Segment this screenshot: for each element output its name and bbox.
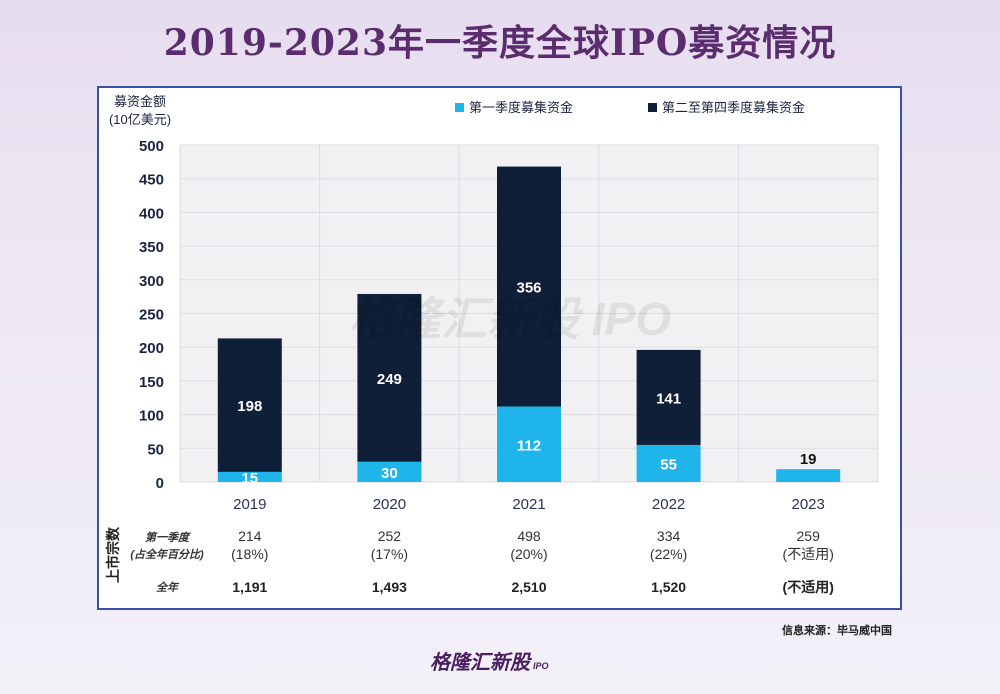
data-label: 249 [377,371,402,388]
y-tick-label: 400 [139,205,164,222]
y-tick-label: 200 [139,340,164,357]
bar-q2-q4 [636,349,701,445]
x-tick-label: 2019 [233,496,266,513]
row-label: (占全年百分比) [130,548,204,561]
bar-q2-q4 [217,338,282,472]
y-tick-label: 250 [139,307,164,324]
bar-q2-q4 [497,166,561,407]
bar-q1 [357,461,422,482]
table-side-label: 上市宗数 [105,526,121,583]
data-label: 19 [800,451,817,468]
y-axis-label: (10亿美元) [109,112,171,127]
data-label: 30 [381,465,398,482]
data-label: 356 [516,280,541,297]
q1-count: 252 [378,528,402,544]
logo: 格隆汇新股 IPO [430,646,549,675]
data-label: 141 [656,390,681,407]
data-label: 112 [517,437,541,454]
x-tick-label: 2023 [792,496,825,513]
q1-percent: (18%) [231,546,268,562]
bar-q1 [636,444,701,482]
data-label: 198 [237,398,262,415]
bar-q1 [497,406,561,482]
full-year-count: 1,493 [372,579,407,595]
data-label: 15 [241,470,258,487]
q1-count: 214 [238,528,262,544]
q1-count: 334 [657,528,681,544]
page-title: 2019-2023年一季度全球IPO募资情况 [163,22,837,64]
source-note: 信息来源：毕马威中国 [782,624,892,637]
y-tick-label: 500 [139,138,164,155]
logo-text: 格隆汇新股 [430,652,530,674]
legend-label: 第二至第四季度募集资金 [662,100,805,115]
y-tick-label: 0 [156,475,164,492]
y-tick-label: 350 [139,239,164,256]
x-tick-label: 2022 [652,496,685,513]
bar-q2-q4 [357,293,422,462]
q1-count: 498 [517,528,541,544]
y-tick-label: 100 [139,408,164,425]
row-label: 全年 [156,581,180,594]
q1-count: 259 [797,528,821,544]
y-tick-label: 300 [139,273,164,290]
row-label: 第一季度 [145,531,191,544]
bar-q1 [217,471,282,482]
x-tick-label: 2021 [512,496,545,513]
y-tick-label: 150 [139,374,164,391]
full-year-count: 1,520 [651,579,686,595]
legend-label: 第一季度募集资金 [469,100,573,115]
full-year-count: 1,191 [232,579,267,595]
watermark: 格隆汇新股 IPO [349,293,671,345]
q1-percent: (不适用) [783,546,834,562]
logo-sub: IPO [533,661,549,671]
full-year-count: 2,510 [511,579,546,595]
full-year-count: (不适用) [783,579,834,595]
legend-swatch [455,103,464,112]
legend-swatch [648,103,657,112]
q1-percent: (20%) [510,546,547,562]
x-tick-label: 2020 [373,496,406,513]
y-tick-label: 450 [139,172,164,189]
y-axis-label: 募资金额 [114,94,166,109]
q1-percent: (22%) [650,546,687,562]
data-label: 55 [660,456,677,473]
bar-q1 [776,469,841,482]
y-tick-label: 50 [147,441,164,458]
q1-percent: (17%) [371,546,408,562]
